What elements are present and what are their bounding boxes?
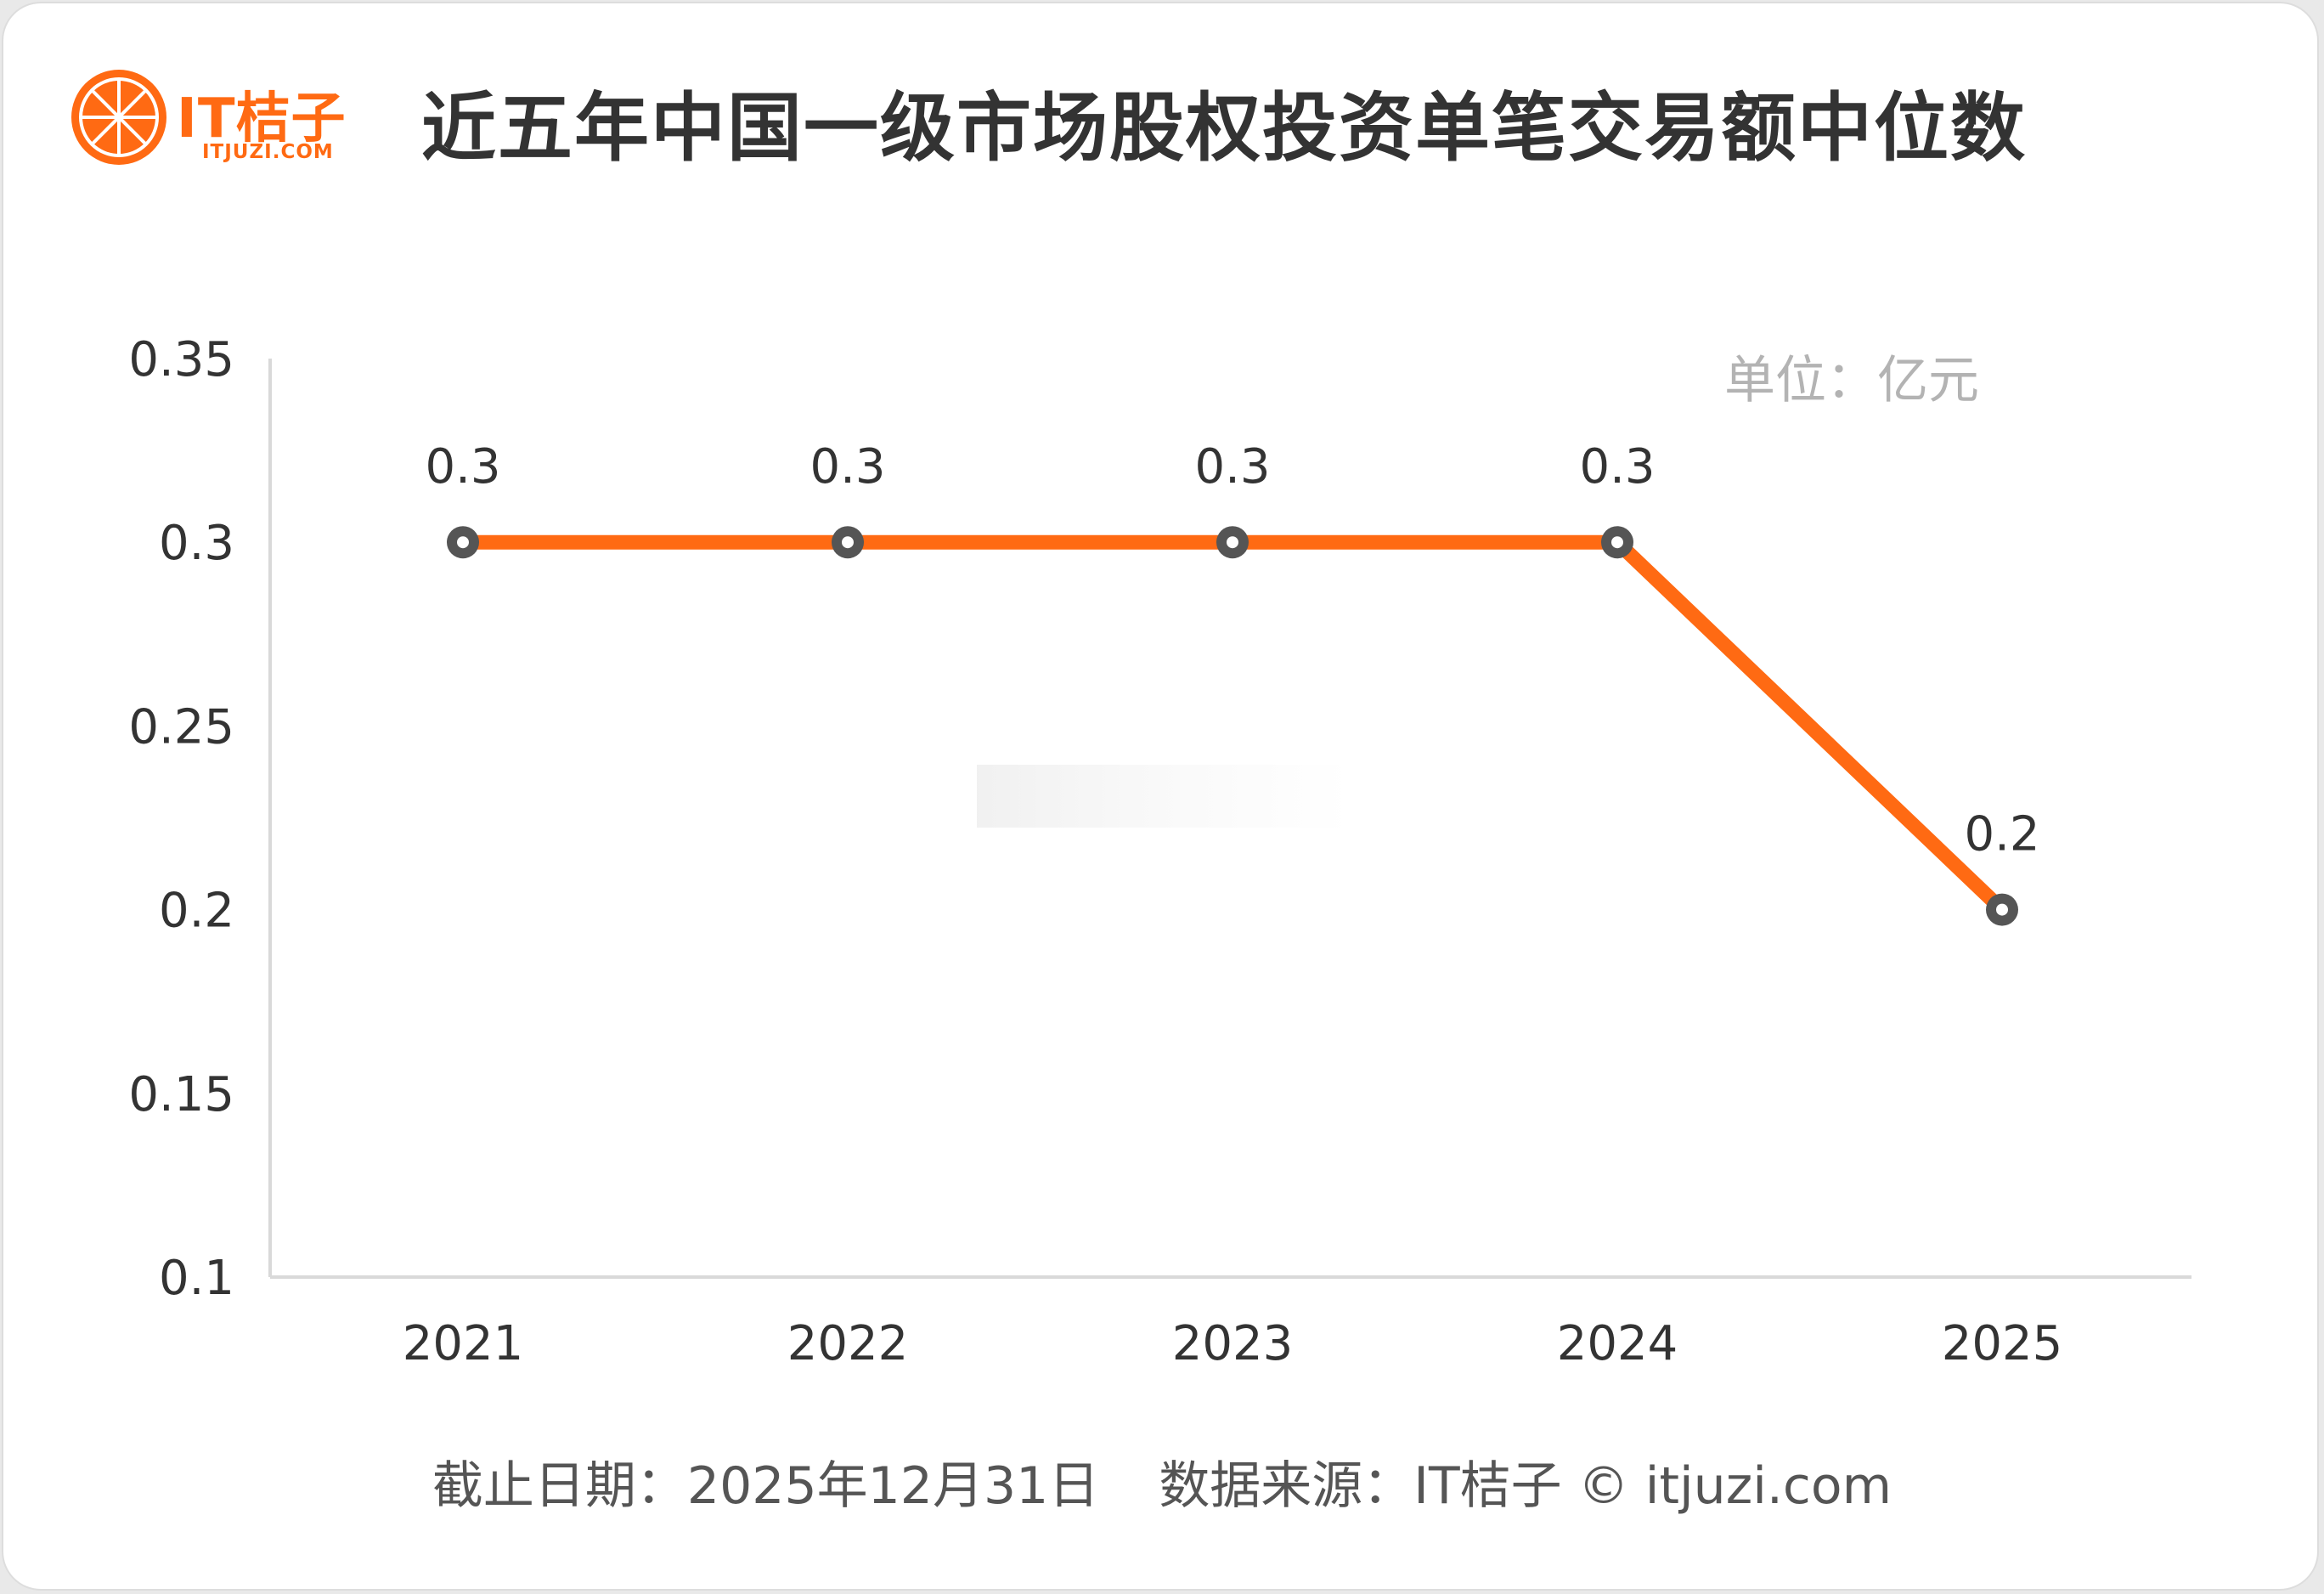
data-label: 0.3 <box>1579 439 1655 495</box>
brand-domain: ITJUZI.COM <box>202 141 334 163</box>
unit-label: 单位：亿元 <box>1724 351 1979 410</box>
faint-watermark <box>977 765 1351 828</box>
data-point-center <box>1611 536 1623 549</box>
series-line <box>455 534 2010 918</box>
y-tick-label: 0.3 <box>159 516 234 571</box>
data-label: 0.3 <box>425 439 500 495</box>
chart-footer: 截止日期：2025年12月31日 数据来源：IT桔子 © itjuzi.com <box>0 1444 2324 1518</box>
x-tick-label: 2023 <box>1172 1316 1294 1371</box>
brand-logo: IT桔子 ITJUZI.COM <box>68 66 357 177</box>
orange-slice-icon <box>71 70 166 165</box>
x-tick-label: 2024 <box>1557 1316 1678 1371</box>
data-point-center <box>842 536 854 549</box>
x-tick-label: 2022 <box>787 1316 909 1371</box>
chart-title: 近五年中国一级市场股权投资单笔交易额中位数 <box>421 84 2028 172</box>
brand-name: IT桔子 <box>177 88 347 150</box>
data-point-center <box>457 536 469 549</box>
y-tick-label: 0.35 <box>128 332 234 387</box>
y-tick-label: 0.2 <box>159 884 234 939</box>
y-tick-label: 0.25 <box>128 699 234 755</box>
x-tick-label: 2021 <box>403 1316 524 1371</box>
y-tick-label: 0.1 <box>159 1251 234 1306</box>
data-point-center <box>1996 903 2008 916</box>
data-label: 0.2 <box>1964 807 2039 862</box>
data-label: 0.3 <box>809 439 885 495</box>
data-label: 0.3 <box>1194 439 1270 495</box>
data-source: 数据来源：IT桔子 © itjuzi.com <box>1159 1456 1892 1516</box>
data-point-center <box>1227 536 1238 549</box>
y-tick-label: 0.15 <box>128 1067 234 1122</box>
cutoff-date: 截止日期：2025年12月31日 <box>432 1456 1100 1516</box>
x-tick-label: 2025 <box>1942 1316 2063 1371</box>
